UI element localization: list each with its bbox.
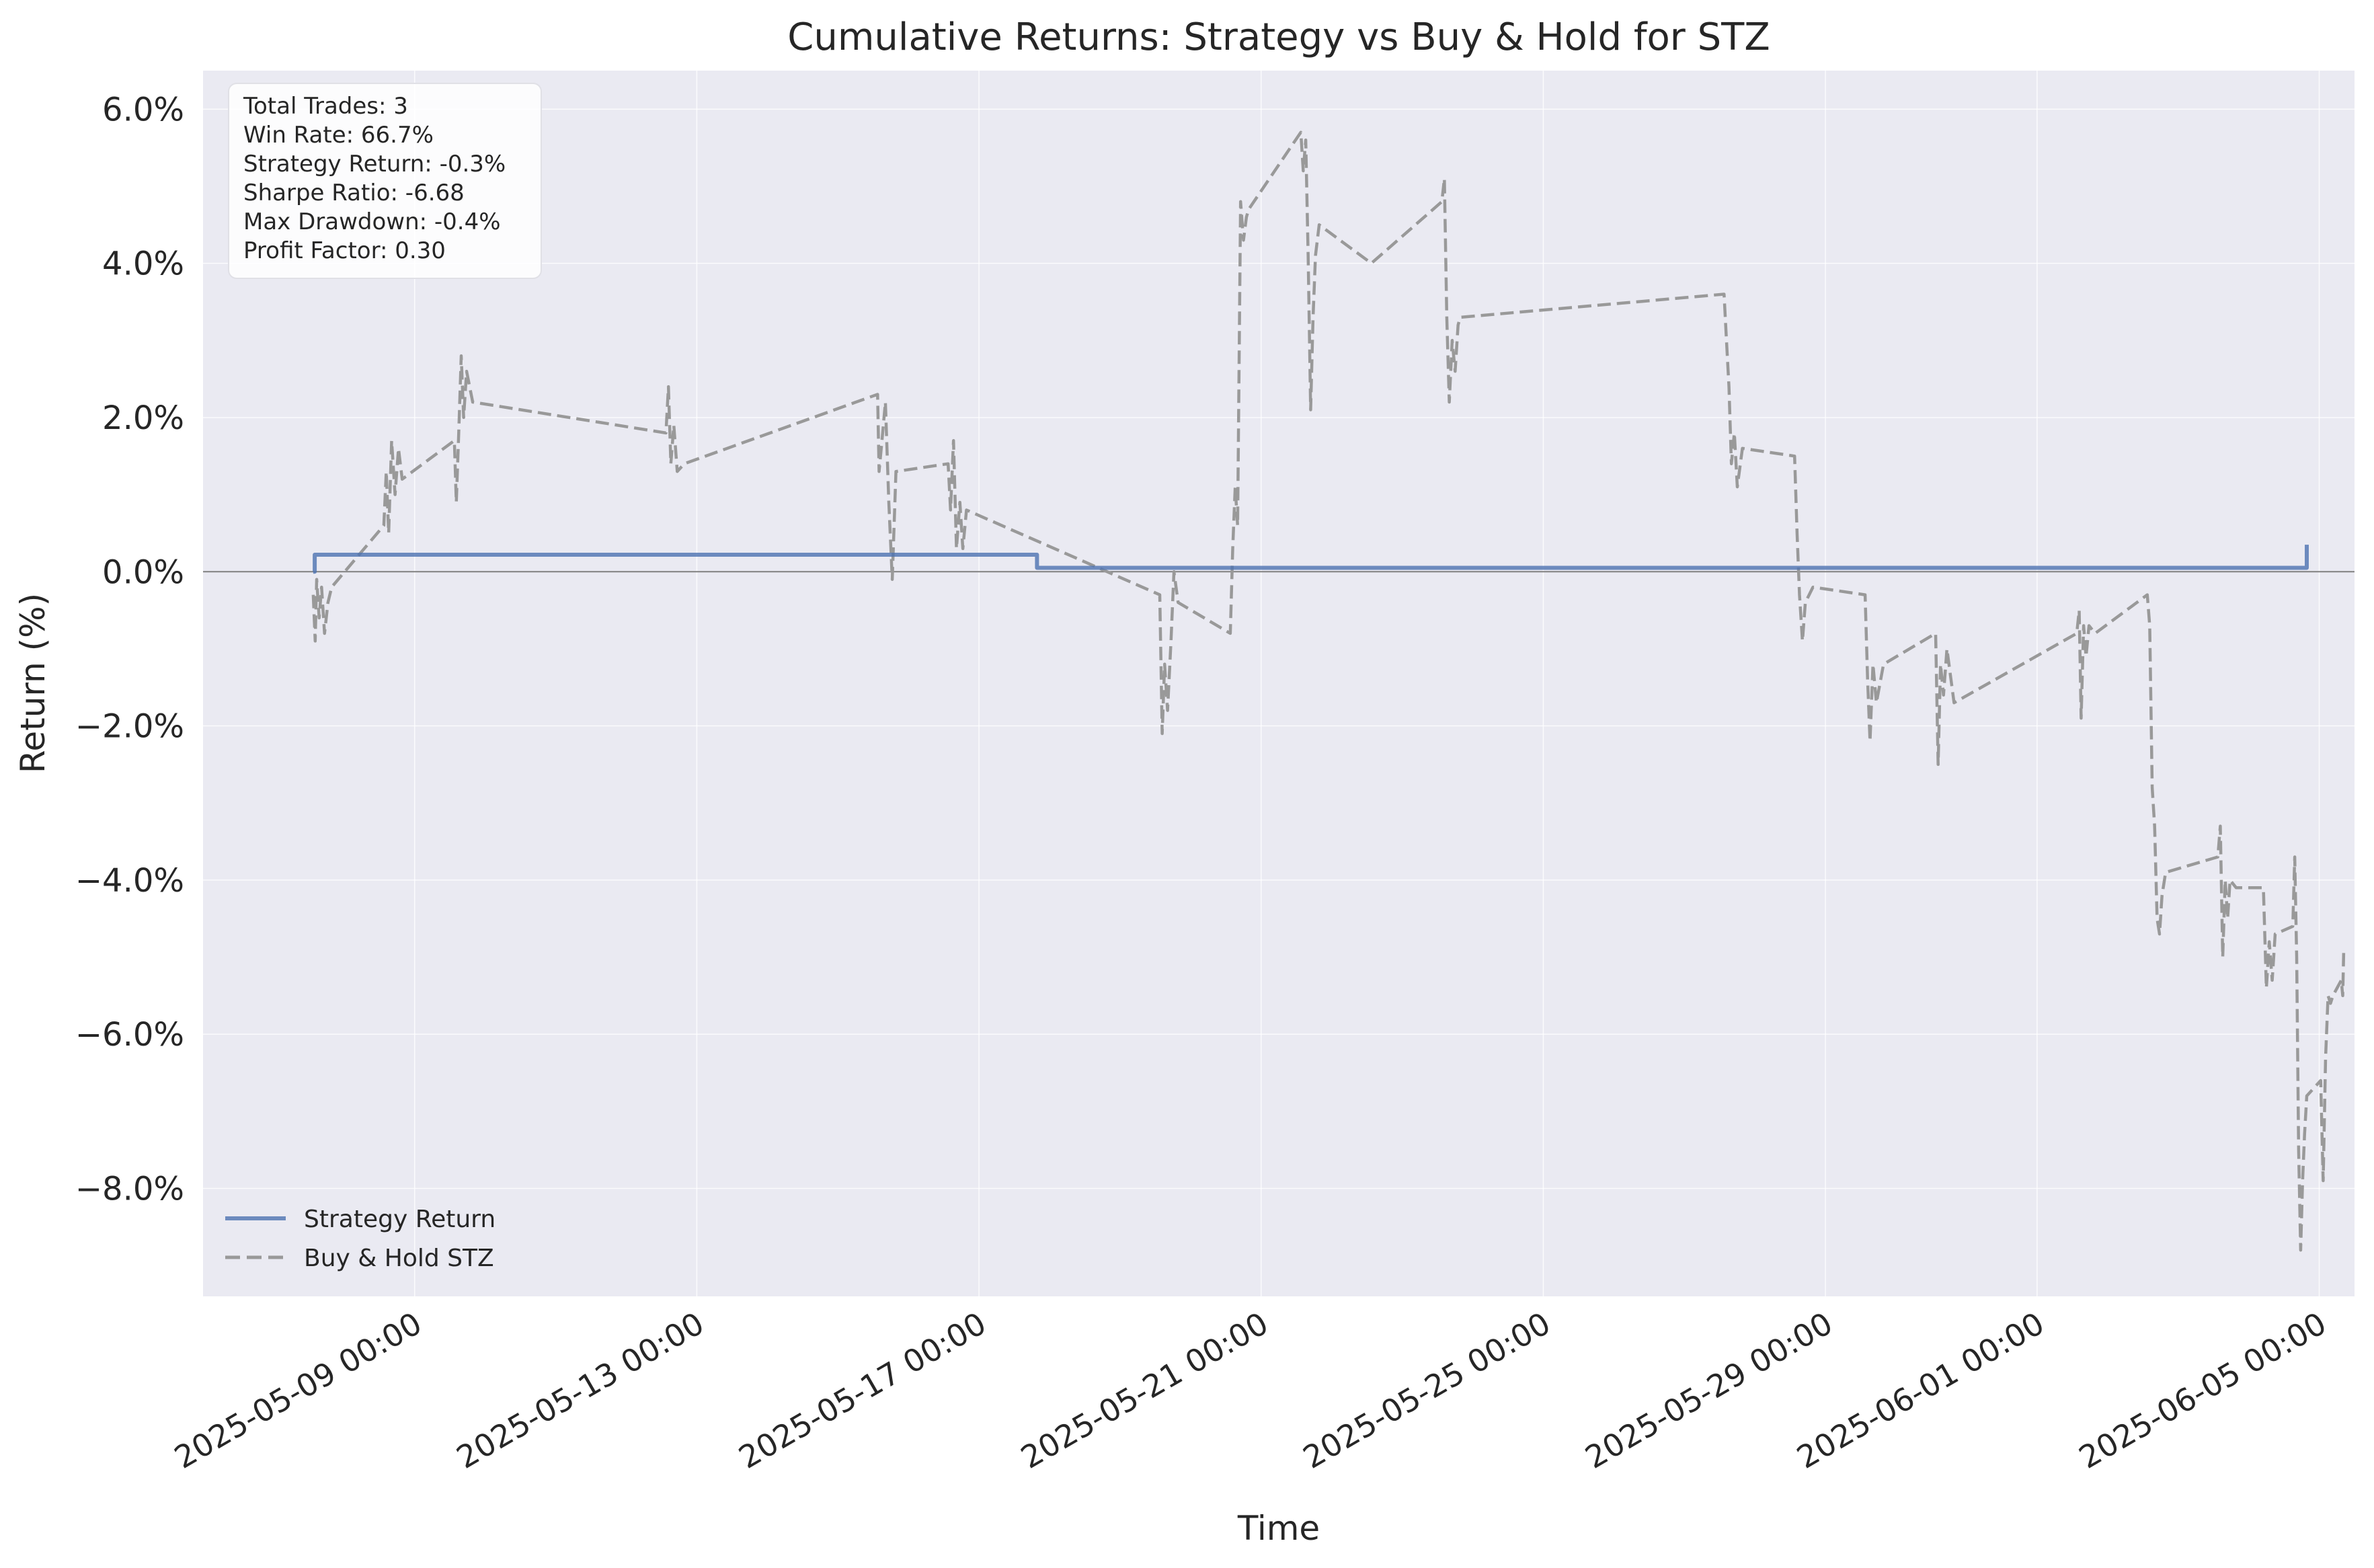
x-axis-label: Time [1237, 1509, 1320, 1548]
legend-label-buy-hold: Buy & Hold STZ [304, 1245, 494, 1272]
y-tick-label: 0.0% [102, 553, 184, 591]
stat-total-trades: Total Trades: 3 [243, 93, 408, 120]
plot-area [203, 71, 2355, 1296]
y-axis-ticks: 6.0% 4.0% 2.0% 0.0% −2.0% −4.0% −6.0% −8.0% [75, 91, 184, 1208]
stat-win-rate: Win Rate: 66.7% [243, 122, 434, 149]
grid-lines [203, 71, 2355, 1296]
stat-max-drawdown: Max Drawdown: -0.4% [243, 208, 501, 235]
stat-strategy-return: Strategy Return: -0.3% [243, 151, 506, 178]
y-axis-label: Return (%) [13, 593, 52, 773]
buy-hold-line [311, 130, 2346, 1252]
y-tick-label: −8.0% [75, 1170, 184, 1208]
legend: Strategy Return Buy & Hold STZ [225, 1206, 496, 1272]
y-tick-label: −4.0% [75, 862, 184, 900]
strategy-return-line [313, 545, 2309, 574]
y-tick-label: −2.0% [75, 708, 184, 746]
stats-box-background [228, 83, 542, 279]
y-tick-label: 2.0% [102, 399, 184, 437]
series-layer [311, 130, 2346, 1252]
stats-box: Total Trades: 3 Win Rate: 66.7% Strategy… [228, 83, 542, 279]
chart-title: Cumulative Returns: Strategy vs Buy & Ho… [787, 15, 1770, 59]
y-tick-label: −6.0% [75, 1016, 184, 1054]
stat-sharpe-ratio: Sharpe Ratio: -6.68 [243, 180, 465, 206]
y-tick-label: 4.0% [102, 245, 184, 283]
y-tick-label: 6.0% [102, 91, 184, 128]
stat-profit-factor: Profit Factor: 0.30 [243, 237, 446, 264]
legend-label-strategy: Strategy Return [304, 1206, 496, 1233]
